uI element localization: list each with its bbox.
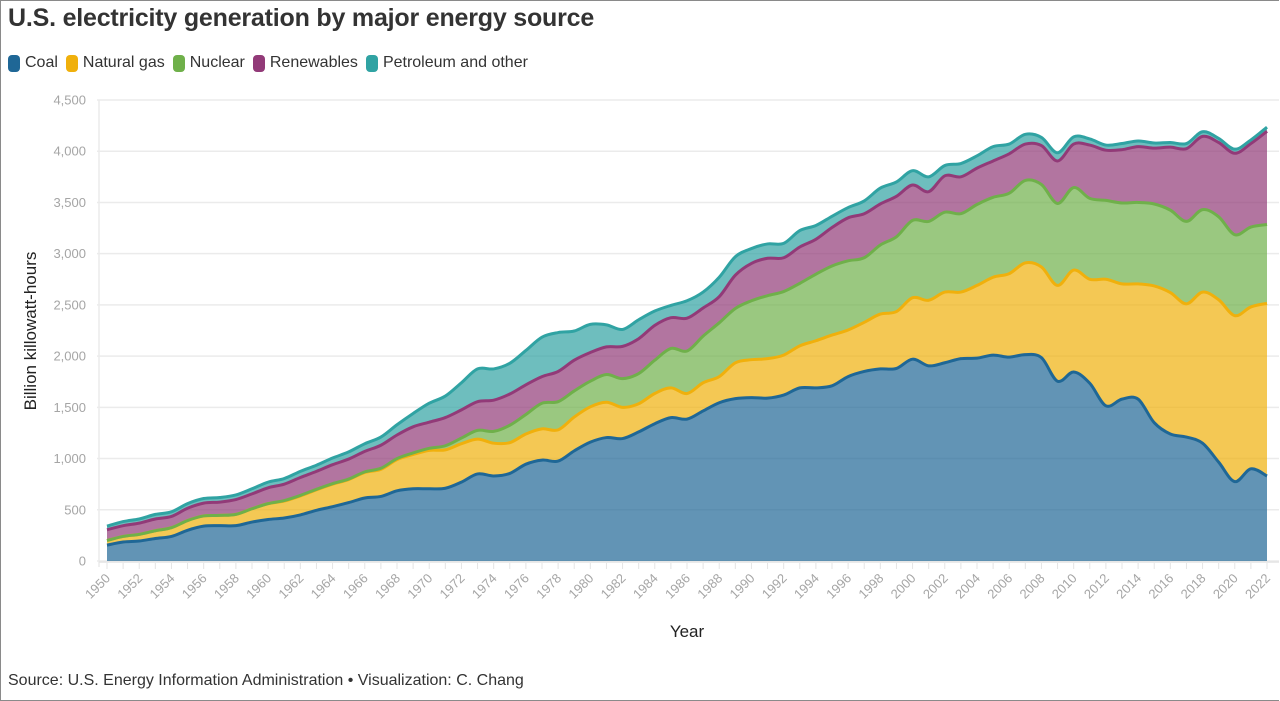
series-lines (106, 125, 1268, 547)
line-coal (106, 352, 1268, 547)
y-tick-label: 4,500 (53, 93, 86, 108)
legend-label: Coal (25, 54, 58, 71)
y-tick-label: 1,000 (53, 451, 86, 466)
x-tick-label: 1950 (82, 571, 113, 602)
stacked-areas (107, 127, 1267, 561)
x-tick-label: 1956 (179, 571, 210, 602)
x-tick-label: 1982 (598, 571, 629, 602)
legend-item-petroleum-and-other[interactable]: Petroleum and other (365, 54, 528, 72)
x-axis-title: Year (670, 622, 705, 641)
legend-swatch-coal (8, 54, 20, 72)
x-tick-label: 1994 (791, 571, 822, 602)
x-tick-label: 1954 (147, 571, 178, 602)
legend-label: Natural gas (82, 54, 165, 71)
x-tick-label: 2020 (1210, 571, 1241, 602)
x-tick-label: 2002 (920, 571, 951, 602)
y-tick-label: 0 (79, 554, 86, 569)
line-renewables (106, 130, 1268, 532)
x-tick-label: 2008 (1017, 571, 1048, 602)
legend-item-nuclear[interactable]: Nuclear (172, 54, 245, 72)
y-tick-label: 3,500 (53, 195, 86, 210)
area-coal[interactable] (107, 354, 1267, 561)
x-tick-label: 1974 (469, 571, 500, 602)
legend-swatch-natural-gas (65, 54, 78, 72)
y-tick-label: 4,000 (53, 144, 86, 159)
x-tick-label: 1966 (340, 571, 371, 602)
x-tick-label: 1952 (114, 571, 145, 602)
chart-title: U.S. electricity generation by major ene… (8, 4, 595, 32)
x-tick-label: 1976 (501, 571, 532, 602)
legend-item-natural-gas[interactable]: Natural gas (65, 54, 165, 72)
x-tick-label: 1978 (533, 571, 564, 602)
x-tick-label: 1962 (275, 571, 306, 602)
y-tick-label: 1,500 (53, 400, 86, 415)
y-tick-label: 3,000 (53, 246, 86, 261)
legend-item-renewables[interactable]: Renewables (252, 54, 358, 72)
legend-label: Petroleum and other (382, 54, 528, 71)
y-axis-title: Billion killowatt-hours (21, 252, 40, 411)
area-natural-gas[interactable] (107, 262, 1267, 546)
x-axis: 1950 1952 1954 1956 1958 1960 1962 1964 1966 1968… (82, 561, 1279, 602)
x-tick-label: 2000 (888, 571, 919, 602)
x-tick-label: 1996 (823, 571, 854, 602)
x-tick-label: 2014 (1113, 571, 1144, 602)
x-tick-label: 1968 (372, 571, 403, 602)
legend-label: Renewables (269, 54, 358, 71)
y-axis: 0 500 1,000 1,500 2,000 2,500 3,000 3,500 4,000 4… (53, 93, 86, 569)
x-tick-label: 1964 (308, 571, 339, 602)
x-tick-label: 2010 (1049, 571, 1080, 602)
x-tick-label: 1998 (855, 571, 886, 602)
area-petroleum-and-other[interactable] (107, 127, 1267, 530)
source-footer: Source: U.S. Energy Information Administ… (8, 672, 524, 689)
x-tick-label: 2022 (1242, 571, 1273, 602)
legend-swatch-nuclear (172, 54, 185, 72)
x-tick-label: 2006 (984, 571, 1015, 602)
x-tick-label: 1988 (694, 571, 725, 602)
line-petroleum-and-other (106, 125, 1268, 528)
x-tick-label: 1990 (727, 571, 758, 602)
legend-label: Nuclear (189, 54, 245, 71)
x-tick-label: 2004 (952, 571, 983, 602)
legend-swatch-renewables (252, 54, 265, 72)
x-tick-label: 1992 (759, 571, 790, 602)
line-nuclear (106, 178, 1268, 542)
x-tick-label: 1980 (565, 571, 596, 602)
x-tick-label: 1960 (243, 571, 274, 602)
x-tick-label: 1972 (437, 571, 468, 602)
x-tick-label: 2018 (1178, 571, 1209, 602)
x-tick-label: 2016 (1145, 571, 1176, 602)
y-tick-label: 2,500 (53, 297, 86, 312)
legend-item-coal[interactable]: Coal (8, 54, 58, 72)
legend: Coal Natural gas Nuclear Renewables Petr… (8, 54, 536, 72)
x-tick-label: 1984 (630, 571, 661, 602)
x-tick-label: 1970 (404, 571, 435, 602)
y-tick-label: 2,000 (53, 349, 86, 364)
y-tick-label: 500 (64, 502, 86, 517)
x-tick-label: 1986 (662, 571, 693, 602)
area-renewables[interactable] (107, 131, 1267, 541)
x-tick-label: 2012 (1081, 571, 1112, 602)
legend-swatch-petroleum-and-other (365, 54, 378, 72)
area-nuclear[interactable] (107, 179, 1267, 541)
x-tick-label: 1958 (211, 571, 242, 602)
